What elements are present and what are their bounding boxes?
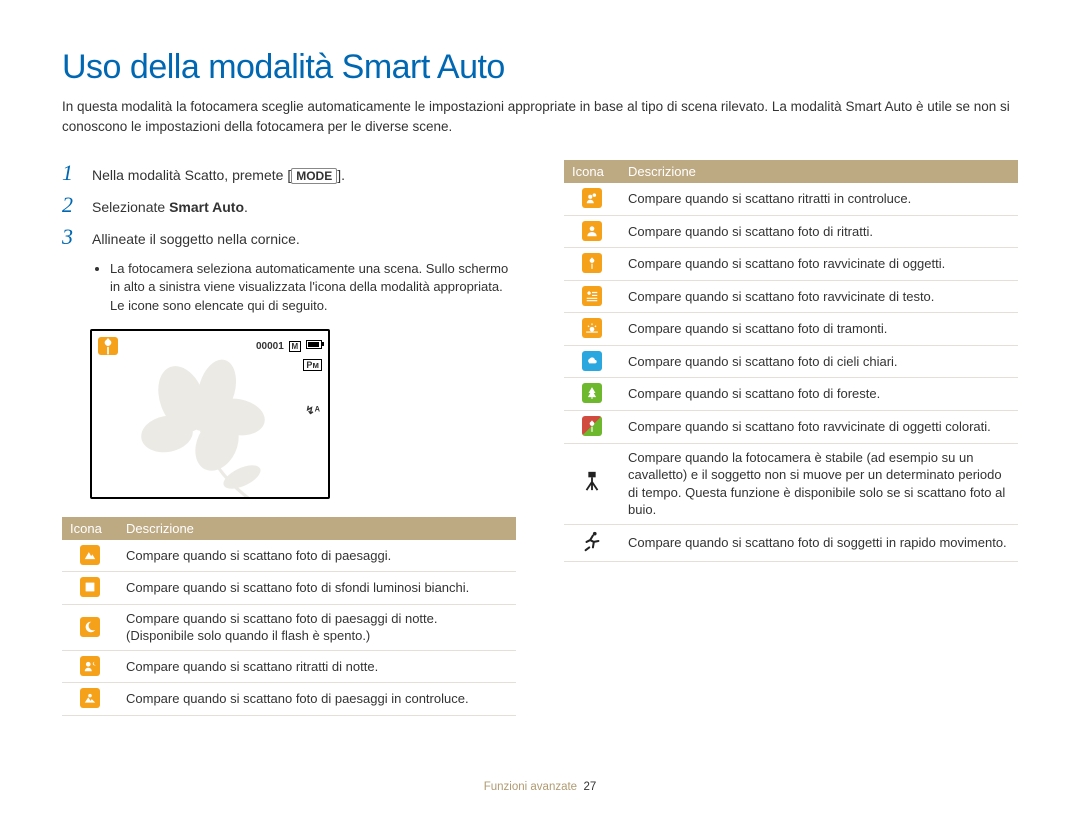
- table-row: Compare quando si scattano foto di cieli…: [564, 345, 1018, 378]
- tripod-icon: [581, 470, 603, 492]
- table-header-desc: Descrizione: [118, 517, 516, 540]
- step-3-text: Allineate il soggetto nella cornice.: [92, 230, 516, 250]
- macro-text-icon: [582, 286, 602, 306]
- desc-cell: Compare quando si scattano foto di sogge…: [620, 524, 1018, 562]
- flash-auto-icon: ↯ᴬ: [305, 407, 320, 417]
- step-number-2: 2: [62, 192, 82, 218]
- desc-cell: Compare quando si scattano foto di paesa…: [118, 683, 516, 716]
- resolution-icon: Pᴍ: [303, 359, 322, 371]
- content-columns: 1 Nella modalità Scatto, premete [MODE].…: [62, 160, 1018, 716]
- intro-text: In questa modalità la fotocamera sceglie…: [62, 97, 1018, 136]
- page-footer: Funzioni avanzate 27: [0, 781, 1080, 793]
- desc-cell: Compare quando si scattano ritratti di n…: [118, 650, 516, 683]
- steps-list: 1 Nella modalità Scatto, premete [MODE].…: [62, 160, 516, 250]
- footer-section: Funzioni avanzate: [484, 781, 577, 793]
- sunset-icon: [582, 318, 602, 338]
- desc-cell: Compare quando si scattano foto di ritra…: [620, 215, 1018, 248]
- step-number-1: 1: [62, 160, 82, 186]
- action-icon: [581, 530, 603, 552]
- sub-bullet: La fotocamera seleziona automaticamente …: [110, 260, 516, 315]
- table-row: Compare quando si scattano foto di paesa…: [62, 683, 516, 716]
- page-title: Uso della modalità Smart Auto: [62, 48, 1018, 87]
- icon-cell: [62, 604, 118, 650]
- camera-top-right: 00001 M: [256, 340, 322, 352]
- icon-cell: [564, 410, 620, 443]
- desc-cell: Compare quando si scattano foto ravvicin…: [620, 280, 1018, 313]
- macro-color-icon: [582, 416, 602, 436]
- footer-page-number: 27: [583, 781, 596, 793]
- table-row: Compare quando si scattano foto di tramo…: [564, 313, 1018, 346]
- step-3-sublist: La fotocamera seleziona automaticamente …: [110, 260, 516, 315]
- night-portrait-icon: [80, 656, 100, 676]
- table-row: Compare quando la fotocamera è stabile (…: [564, 443, 1018, 524]
- mode-button-label: MODE: [291, 168, 337, 184]
- icon-cell: [564, 280, 620, 313]
- icon-cell: [564, 313, 620, 346]
- icon-cell: [564, 443, 620, 524]
- table-header-icon: Icona: [62, 517, 118, 540]
- portrait-icon: [582, 221, 602, 241]
- table-row: Compare quando si scattano foto ravvicin…: [564, 410, 1018, 443]
- desc-cell: Compare quando si scattano foto ravvicin…: [620, 410, 1018, 443]
- desc-cell: Compare quando si scattano foto di fores…: [620, 378, 1018, 411]
- desc-cell: Compare quando si scattano foto ravvicin…: [620, 248, 1018, 281]
- flower-silhouette-icon: [122, 359, 292, 499]
- icon-cell: [564, 183, 620, 215]
- sky-icon: [582, 351, 602, 371]
- table-row: Compare quando si scattano foto di sfond…: [62, 572, 516, 605]
- icon-cell: [62, 683, 118, 716]
- icon-cell: [564, 215, 620, 248]
- step-2-text: Selezionate Smart Auto.: [92, 198, 516, 218]
- desc-cell: Compare quando si scattano foto di sfond…: [118, 572, 516, 605]
- desc-cell: Compare quando si scattano foto di paesa…: [118, 540, 516, 572]
- icon-cell: [564, 378, 620, 411]
- icon-cell: [564, 345, 620, 378]
- battery-icon: [306, 340, 322, 349]
- step-number-3: 3: [62, 224, 82, 250]
- backlight-portrait-icon: [582, 188, 602, 208]
- table-row: Compare quando si scattano ritratti in c…: [564, 183, 1018, 215]
- icon-cell: [564, 524, 620, 562]
- shot-counter: 00001: [256, 341, 284, 352]
- left-icon-table: Icona Descrizione Compare quando si scat…: [62, 517, 516, 716]
- table-row: Compare quando si scattano foto di paesa…: [62, 604, 516, 650]
- right-column: Icona Descrizione Compare quando si scat…: [564, 160, 1018, 716]
- forest-icon: [582, 383, 602, 403]
- table-row: Compare quando si scattano foto di sogge…: [564, 524, 1018, 562]
- table-row: Compare quando si scattano foto di ritra…: [564, 215, 1018, 248]
- desc-cell: Compare quando si scattano foto di paesa…: [118, 604, 516, 650]
- table-header-desc: Descrizione: [620, 160, 1018, 183]
- desc-cell: Compare quando si scattano ritratti in c…: [620, 183, 1018, 215]
- table-row: Compare quando si scattano foto di paesa…: [62, 540, 516, 572]
- camera-screen-preview: 00001 M Pᴍ ↯ᴬ: [90, 329, 330, 499]
- step-1-text: Nella modalità Scatto, premete [MODE].: [92, 166, 516, 186]
- desc-cell: Compare quando si scattano foto di cieli…: [620, 345, 1018, 378]
- table-row: Compare quando si scattano ritratti di n…: [62, 650, 516, 683]
- desc-cell: Compare quando la fotocamera è stabile (…: [620, 443, 1018, 524]
- moon-icon: [80, 617, 100, 637]
- desc-cell: Compare quando si scattano foto di tramo…: [620, 313, 1018, 346]
- backlight-landscape-icon: [80, 688, 100, 708]
- icon-cell: [564, 248, 620, 281]
- icon-cell: [62, 650, 118, 683]
- table-row: Compare quando si scattano foto di fores…: [564, 378, 1018, 411]
- mountain-icon: [80, 545, 100, 565]
- right-icon-table: Icona Descrizione Compare quando si scat…: [564, 160, 1018, 562]
- macro-icon: [582, 253, 602, 273]
- macro-mode-icon: [98, 337, 118, 355]
- table-row: Compare quando si scattano foto ravvicin…: [564, 248, 1018, 281]
- table-row: Compare quando si scattano foto ravvicin…: [564, 280, 1018, 313]
- white-square-icon: [80, 577, 100, 597]
- table-header-icon: Icona: [564, 160, 620, 183]
- icon-cell: [62, 572, 118, 605]
- memory-icon: M: [289, 341, 302, 352]
- icon-cell: [62, 540, 118, 572]
- left-column: 1 Nella modalità Scatto, premete [MODE].…: [62, 160, 516, 716]
